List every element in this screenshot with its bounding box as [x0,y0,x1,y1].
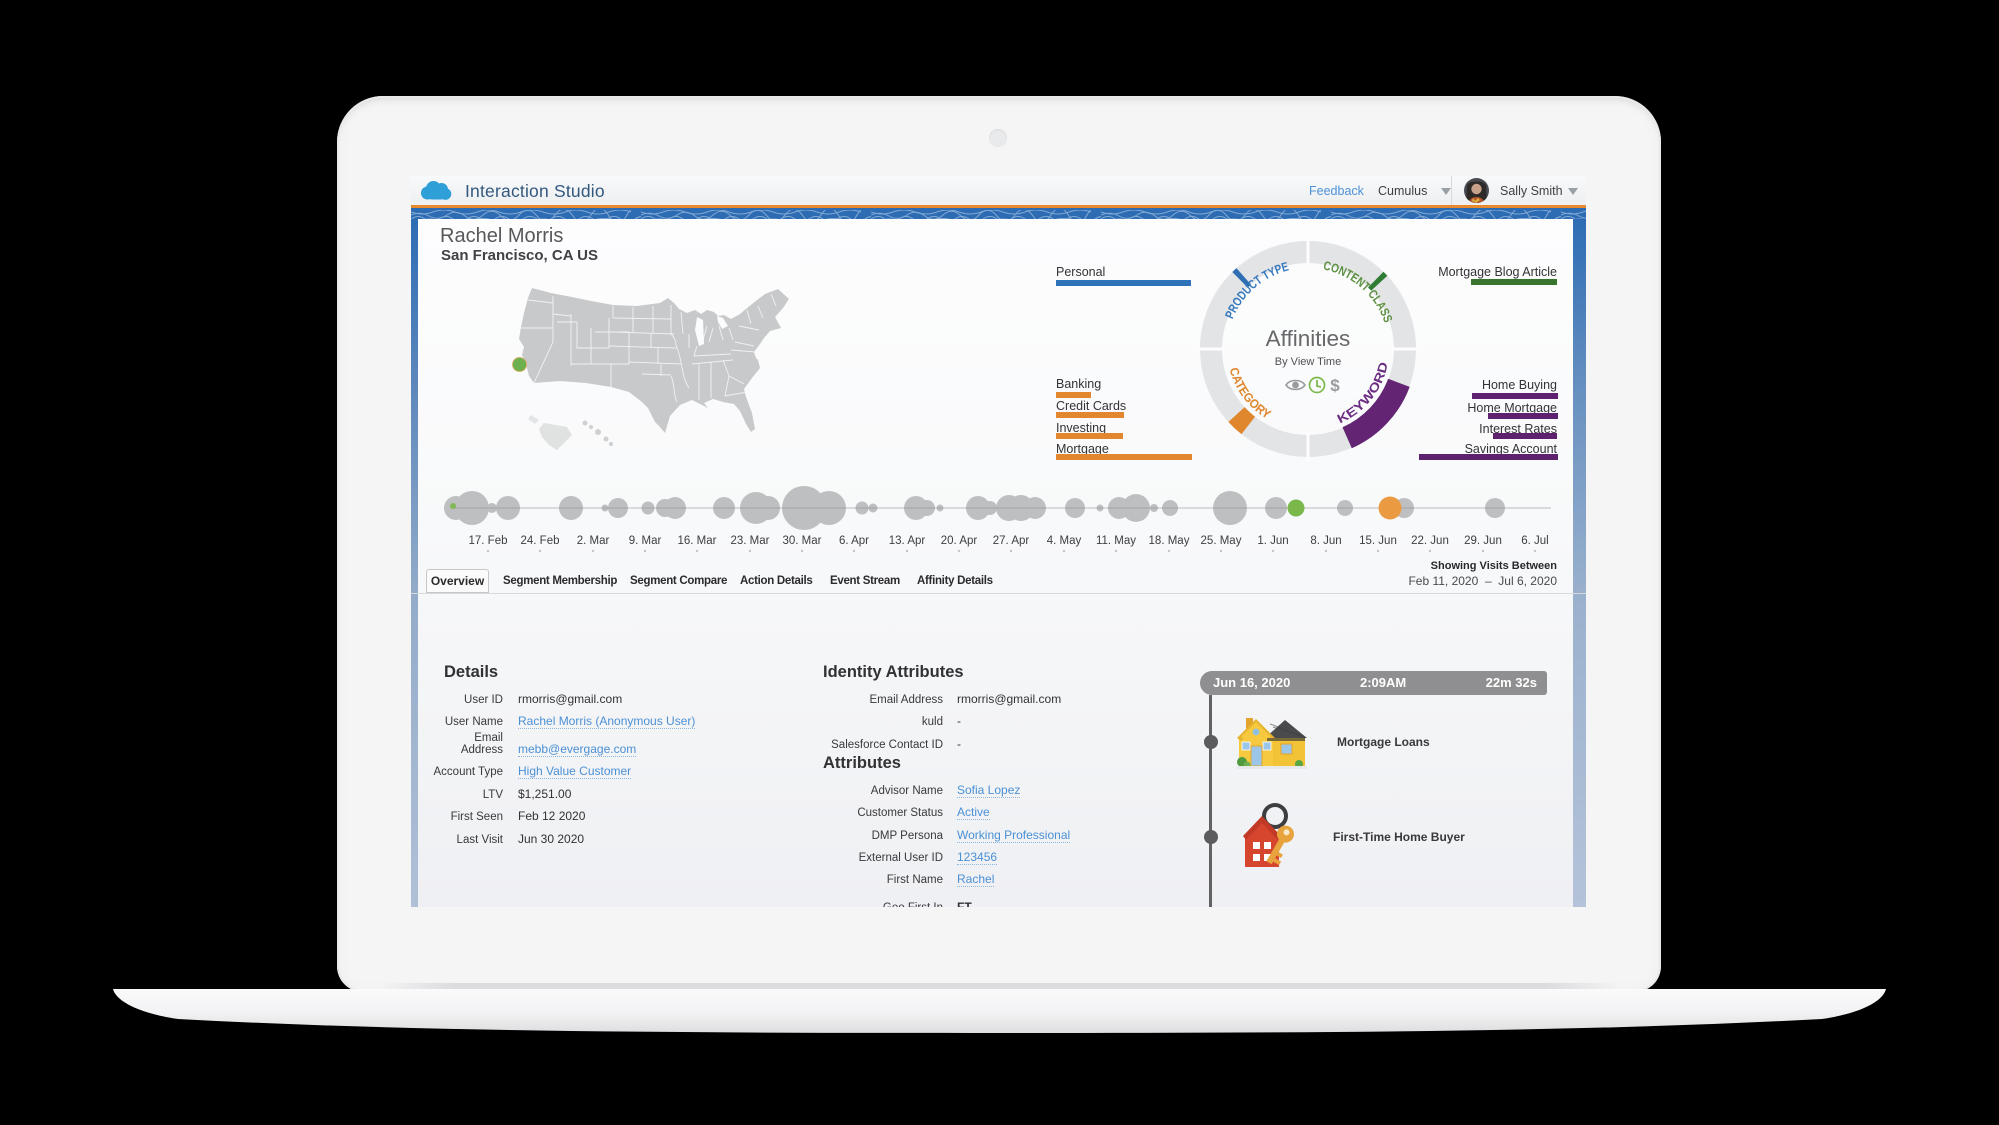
svg-text:Affinities: Affinities [1266,326,1351,351]
svg-text:8. Jun: 8. Jun [1310,535,1341,547]
svg-text:9. Mar: 9. Mar [629,535,662,547]
svg-text:27. Apr: 27. Apr [993,535,1030,547]
svg-text:By View Time: By View Time [1275,356,1341,368]
svg-text:2. Mar: 2. Mar [577,535,610,547]
svg-text:13. Apr: 13. Apr [889,535,926,547]
svg-text:$: $ [1330,376,1340,395]
svg-text:16. Mar: 16. Mar [678,535,717,547]
svg-text:24. Feb: 24. Feb [521,535,560,547]
svg-text:6. Apr: 6. Apr [839,535,869,547]
svg-text:6. Jul: 6. Jul [1521,535,1549,547]
svg-text:17. Feb: 17. Feb [469,535,508,547]
svg-text:1. Jun: 1. Jun [1257,535,1288,547]
svg-text:25. May: 25. May [1201,535,1242,547]
svg-text:23. Mar: 23. Mar [731,535,770,547]
svg-text:18. May: 18. May [1149,535,1190,547]
svg-text:29. Jun: 29. Jun [1464,535,1502,547]
svg-text:15. Jun: 15. Jun [1359,535,1397,547]
svg-text:20. Apr: 20. Apr [941,535,978,547]
svg-text:11. May: 11. May [1096,535,1136,547]
svg-text:30. Mar: 30. Mar [783,535,822,547]
svg-text:22. Jun: 22. Jun [1411,535,1449,547]
svg-text:4. May: 4. May [1047,535,1082,547]
